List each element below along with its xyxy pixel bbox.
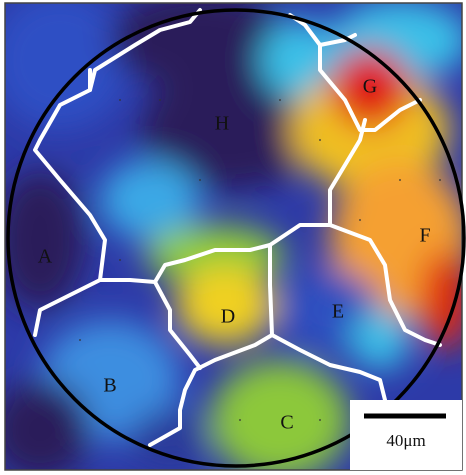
grain-label: H bbox=[215, 113, 229, 135]
grain-label: F bbox=[419, 225, 430, 247]
grain-label: D bbox=[221, 306, 235, 328]
grain-label: G bbox=[363, 76, 377, 98]
grain-label: E bbox=[332, 301, 344, 323]
scale-bar-label: 40μm bbox=[386, 431, 425, 450]
grain-label: A bbox=[38, 246, 53, 268]
page: {"grain_labels": ["A", "B", "C", "D", "E… bbox=[0, 0, 466, 475]
grain-label: C bbox=[280, 412, 293, 434]
figure: A B C D E F G H 40μm bbox=[0, 0, 466, 475]
grain-label: B bbox=[103, 375, 116, 397]
scale-bar: 40μm bbox=[350, 400, 462, 470]
